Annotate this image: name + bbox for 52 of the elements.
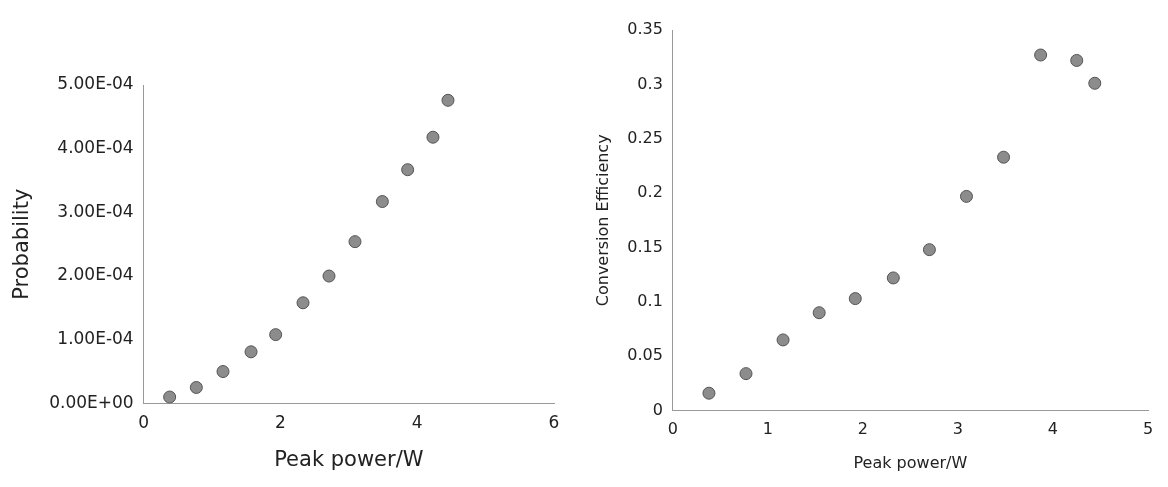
y-tick-label: 5.00E-04 (57, 73, 134, 94)
y-axis-title: Conversion Efficiency (592, 134, 612, 307)
point (269, 328, 283, 342)
y-tick-label: 0.2 (637, 182, 663, 202)
point (426, 130, 440, 144)
point (163, 390, 177, 404)
point (922, 243, 936, 257)
x-axis-title: Peak power/W (853, 452, 968, 472)
y-tick-label: 3.00E-04 (57, 200, 134, 221)
y-tick-label: 0.35 (627, 19, 663, 39)
point (348, 235, 362, 249)
point (1034, 48, 1048, 62)
y-axis-title: Probability (9, 188, 34, 300)
point (812, 306, 826, 320)
point (216, 365, 230, 379)
point (375, 195, 389, 209)
point (441, 93, 455, 107)
y-tick-label: 1.00E-04 (57, 328, 134, 349)
point (189, 380, 203, 394)
point (739, 367, 753, 381)
point (1070, 53, 1084, 67)
y-tick-label: 0.25 (627, 127, 663, 147)
point (848, 292, 862, 306)
x-tick-label: 4 (1047, 419, 1059, 439)
x-tick-label: 6 (548, 412, 560, 433)
point (1088, 76, 1102, 90)
y-tick-label: 0.00E+00 (49, 391, 134, 412)
x-tick-label: 2 (275, 412, 286, 433)
y-tick-label: 0 (652, 399, 663, 419)
x-tick-label: 3 (952, 419, 964, 439)
y-tick-label: 0.05 (627, 345, 663, 365)
point (244, 345, 258, 359)
x-axis-title: Peak power/W (274, 446, 424, 471)
x-tick-label: 1 (762, 419, 773, 439)
point (776, 333, 790, 347)
y-tick-label: 0.1 (637, 291, 663, 311)
x-tick-label: 5 (1142, 419, 1154, 439)
y-tick-label: 0.3 (637, 73, 663, 93)
point (322, 269, 336, 283)
x-tick-label: 2 (857, 419, 868, 439)
point (997, 150, 1011, 164)
x-tick-label: 0 (667, 419, 678, 439)
point (702, 386, 716, 400)
point (401, 163, 415, 177)
x-tick-label: 0 (138, 412, 150, 433)
x-tick-label: 4 (411, 412, 423, 433)
point (959, 189, 973, 203)
y-tick-label: 0.15 (627, 236, 663, 256)
y-tick-label: 4.00E-04 (57, 137, 134, 158)
point (296, 296, 310, 310)
y-tick-label: 2.00E-04 (57, 264, 134, 285)
point (886, 271, 900, 285)
